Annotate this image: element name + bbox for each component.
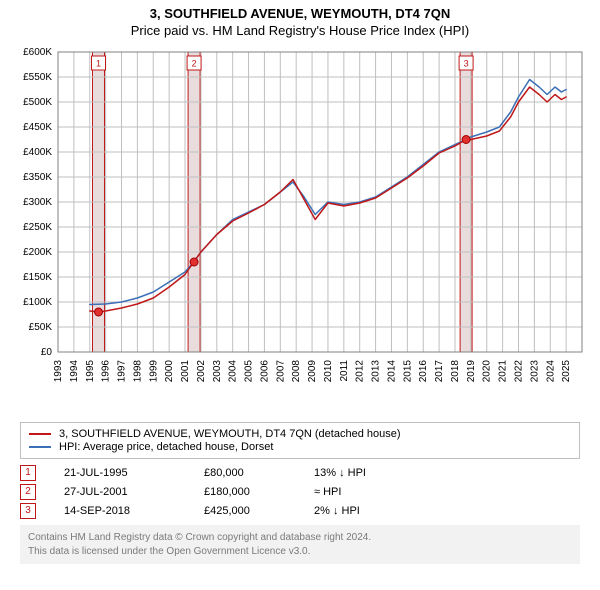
svg-text:£600K: £600K <box>23 47 52 58</box>
svg-text:£200K: £200K <box>23 247 52 258</box>
svg-text:£50K: £50K <box>29 322 53 333</box>
footnote: Contains HM Land Registry data © Crown c… <box>20 525 580 564</box>
legend-label: HPI: Average price, detached house, Dors… <box>59 441 273 453</box>
svg-text:2017: 2017 <box>434 360 445 383</box>
event-price: £180,000 <box>204 486 314 498</box>
event-table: 1 21-JUL-1995£80,00013% ↓ HPI 2 27-JUL-2001… <box>20 465 580 519</box>
svg-text:2003: 2003 <box>212 360 223 383</box>
svg-text:2013: 2013 <box>371 360 382 383</box>
event-date: 14-SEP-2018 <box>64 505 204 517</box>
event-price: £425,000 <box>204 505 314 517</box>
legend-swatch <box>29 433 51 435</box>
svg-text:1993: 1993 <box>53 360 64 383</box>
event-row: 1 21-JUL-1995£80,00013% ↓ HPI <box>20 465 580 481</box>
event-row: 2 27-JUL-2001£180,000≈ HPI <box>20 484 580 500</box>
page-title: 3, SOUTHFIELD AVENUE, WEYMOUTH, DT4 7QN <box>10 6 590 21</box>
svg-text:2020: 2020 <box>482 360 493 383</box>
footnote-line2: This data is licensed under the Open Gov… <box>28 545 572 559</box>
event-date: 27-JUL-2001 <box>64 486 204 498</box>
legend-swatch <box>29 446 51 448</box>
svg-text:1994: 1994 <box>69 360 80 383</box>
svg-text:1999: 1999 <box>148 360 159 383</box>
svg-text:£0: £0 <box>41 347 53 358</box>
event-row: 3 14-SEP-2018£425,0002% ↓ HPI <box>20 503 580 519</box>
svg-text:2015: 2015 <box>402 360 413 383</box>
svg-text:1: 1 <box>96 59 101 69</box>
svg-text:£500K: £500K <box>23 97 52 108</box>
svg-text:2010: 2010 <box>323 360 334 383</box>
event-price: £80,000 <box>204 467 314 479</box>
svg-text:2021: 2021 <box>498 360 509 383</box>
svg-text:£400K: £400K <box>23 147 52 158</box>
svg-text:£350K: £350K <box>23 172 52 183</box>
svg-text:2: 2 <box>192 59 197 69</box>
page-subtitle: Price paid vs. HM Land Registry's House … <box>10 23 590 38</box>
svg-text:1997: 1997 <box>117 360 128 383</box>
svg-text:1995: 1995 <box>85 360 96 383</box>
svg-text:£450K: £450K <box>23 122 52 133</box>
event-delta: ≈ HPI <box>314 486 424 498</box>
svg-text:2005: 2005 <box>244 360 255 383</box>
svg-text:£550K: £550K <box>23 72 52 83</box>
svg-text:2004: 2004 <box>228 360 239 383</box>
legend: 3, SOUTHFIELD AVENUE, WEYMOUTH, DT4 7QN … <box>20 422 580 459</box>
svg-text:1996: 1996 <box>101 360 112 383</box>
svg-text:2023: 2023 <box>529 360 540 383</box>
event-badge: 3 <box>20 503 36 519</box>
svg-text:2012: 2012 <box>355 360 366 383</box>
event-date: 21-JUL-1995 <box>64 467 204 479</box>
legend-row: 3, SOUTHFIELD AVENUE, WEYMOUTH, DT4 7QN … <box>29 428 571 440</box>
svg-text:2019: 2019 <box>466 360 477 383</box>
svg-text:2007: 2007 <box>275 360 286 383</box>
event-badge: 2 <box>20 484 36 500</box>
svg-text:2009: 2009 <box>307 360 318 383</box>
svg-text:£100K: £100K <box>23 297 52 308</box>
svg-text:2025: 2025 <box>561 360 572 383</box>
event-badge: 1 <box>20 465 36 481</box>
svg-text:2008: 2008 <box>291 360 302 383</box>
svg-text:£150K: £150K <box>23 272 52 283</box>
svg-text:2018: 2018 <box>450 360 461 383</box>
price-chart: £0 £50K £100K £150K £200K £250K £300K £350K £400… <box>10 44 590 414</box>
legend-label: 3, SOUTHFIELD AVENUE, WEYMOUTH, DT4 7QN … <box>59 428 401 440</box>
event-delta: 13% ↓ HPI <box>314 467 424 479</box>
svg-text:£250K: £250K <box>23 222 52 233</box>
svg-text:2014: 2014 <box>386 360 397 383</box>
svg-text:2000: 2000 <box>164 360 175 383</box>
svg-text:2001: 2001 <box>180 360 191 383</box>
svg-text:2002: 2002 <box>196 360 207 383</box>
event-delta: 2% ↓ HPI <box>314 505 424 517</box>
svg-text:1998: 1998 <box>132 360 143 383</box>
legend-row: HPI: Average price, detached house, Dors… <box>29 441 571 453</box>
svg-text:2022: 2022 <box>513 360 524 383</box>
chart-svg: £0 £50K £100K £150K £200K £250K £300K £350K £400… <box>10 44 590 414</box>
footnote-line1: Contains HM Land Registry data © Crown c… <box>28 531 572 545</box>
svg-text:2011: 2011 <box>339 360 350 382</box>
svg-text:2006: 2006 <box>259 360 270 383</box>
svg-text:£300K: £300K <box>23 197 52 208</box>
svg-text:3: 3 <box>464 59 469 69</box>
svg-text:2016: 2016 <box>418 360 429 383</box>
svg-text:2024: 2024 <box>545 360 556 383</box>
